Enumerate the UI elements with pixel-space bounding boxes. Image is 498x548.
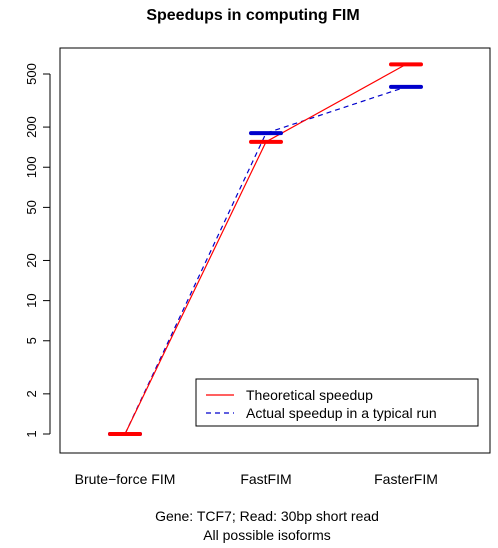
y-tick-label: 200 (24, 116, 39, 138)
subtitle-line-2: All possible isoforms (203, 527, 331, 543)
y-axis: 1 2 5 10 20 50 100 200 500 (24, 63, 50, 438)
x-category-label: Brute−force FIM (75, 471, 176, 487)
y-tick-label: 20 (24, 253, 39, 267)
y-tick-label: 100 (24, 156, 39, 178)
series-line-actual (124, 86, 407, 435)
legend-box (195, 378, 479, 427)
legend-label-theoretical: Theoretical speedup (246, 387, 373, 403)
series-markers (108, 62, 423, 436)
subtitle-line-1: Gene: TCF7; Read: 30bp short read (155, 508, 379, 524)
y-tick-label: 500 (24, 63, 39, 85)
y-tick-label: 10 (24, 293, 39, 307)
legend-label-actual: Actual speedup in a typical run (246, 405, 437, 421)
y-tick-label: 1 (24, 430, 39, 437)
y-tick-label: 2 (24, 390, 39, 397)
x-axis: Brute−force FIM FastFIM FasterFIM (75, 471, 438, 487)
plot-frame (59, 47, 491, 454)
x-category-label: FastFIM (240, 471, 291, 487)
x-category-label: FasterFIM (374, 471, 438, 487)
chart-title: Speedups in computing FIM (146, 7, 359, 24)
legend: Theoretical speedup Actual speedup in a … (195, 378, 479, 427)
y-tick-label: 5 (24, 337, 39, 344)
y-tick-label: 50 (24, 200, 39, 214)
